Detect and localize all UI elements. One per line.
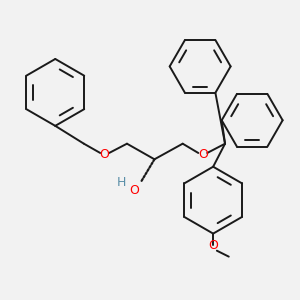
Text: O: O bbox=[208, 239, 218, 252]
Text: O: O bbox=[100, 148, 110, 161]
Text: O: O bbox=[198, 148, 208, 161]
Text: O: O bbox=[130, 184, 139, 197]
Text: H: H bbox=[116, 176, 126, 189]
